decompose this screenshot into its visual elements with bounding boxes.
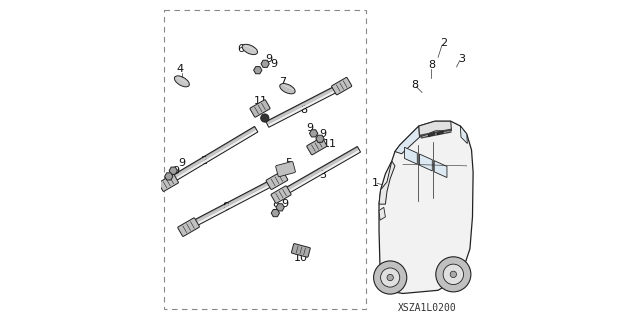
FancyBboxPatch shape xyxy=(159,174,179,191)
Text: 5: 5 xyxy=(285,158,292,168)
Circle shape xyxy=(436,257,471,292)
Text: 8: 8 xyxy=(222,202,230,212)
FancyBboxPatch shape xyxy=(268,87,342,126)
Text: 8: 8 xyxy=(301,105,308,115)
FancyBboxPatch shape xyxy=(188,179,276,226)
Circle shape xyxy=(381,268,400,287)
Polygon shape xyxy=(419,121,451,137)
FancyBboxPatch shape xyxy=(266,83,343,127)
FancyBboxPatch shape xyxy=(280,148,358,194)
Text: 3: 3 xyxy=(458,54,465,64)
Ellipse shape xyxy=(242,44,257,55)
Text: 10: 10 xyxy=(294,253,308,263)
Polygon shape xyxy=(420,154,432,171)
Text: 3: 3 xyxy=(319,170,326,180)
Ellipse shape xyxy=(174,76,189,87)
FancyBboxPatch shape xyxy=(166,126,258,185)
Polygon shape xyxy=(379,121,473,293)
Text: 6: 6 xyxy=(237,44,244,55)
Text: 2: 2 xyxy=(200,156,207,166)
FancyBboxPatch shape xyxy=(250,100,270,117)
Text: 9: 9 xyxy=(273,202,280,212)
Circle shape xyxy=(374,261,407,294)
Polygon shape xyxy=(404,147,417,164)
FancyBboxPatch shape xyxy=(278,146,360,197)
Text: 9: 9 xyxy=(306,123,314,133)
FancyBboxPatch shape xyxy=(276,161,296,177)
Text: 9: 9 xyxy=(178,158,185,168)
Polygon shape xyxy=(379,207,385,220)
FancyBboxPatch shape xyxy=(266,171,288,189)
Polygon shape xyxy=(310,130,318,137)
Circle shape xyxy=(450,271,456,278)
FancyBboxPatch shape xyxy=(307,137,327,155)
FancyBboxPatch shape xyxy=(189,181,278,228)
Polygon shape xyxy=(395,126,420,154)
Circle shape xyxy=(443,264,463,285)
Polygon shape xyxy=(316,135,324,142)
Text: 8: 8 xyxy=(412,79,419,90)
Text: 7: 7 xyxy=(279,77,286,87)
Polygon shape xyxy=(276,204,284,211)
FancyBboxPatch shape xyxy=(168,128,255,182)
Polygon shape xyxy=(434,161,447,178)
FancyBboxPatch shape xyxy=(168,130,257,184)
Text: XSZA1L0200: XSZA1L0200 xyxy=(397,303,456,313)
Polygon shape xyxy=(271,210,280,217)
Text: 11: 11 xyxy=(323,138,337,149)
Polygon shape xyxy=(261,60,269,67)
Text: 9: 9 xyxy=(282,198,289,209)
Circle shape xyxy=(260,114,269,122)
Text: 9: 9 xyxy=(319,129,327,139)
Polygon shape xyxy=(253,67,262,74)
FancyBboxPatch shape xyxy=(332,78,352,95)
Polygon shape xyxy=(379,161,395,204)
Text: 2: 2 xyxy=(440,38,447,48)
Text: 4: 4 xyxy=(177,63,184,74)
FancyBboxPatch shape xyxy=(281,150,360,197)
FancyBboxPatch shape xyxy=(187,177,278,229)
Ellipse shape xyxy=(280,84,295,94)
Text: 9: 9 xyxy=(172,166,179,176)
Polygon shape xyxy=(460,126,467,144)
FancyBboxPatch shape xyxy=(178,218,200,236)
Polygon shape xyxy=(164,173,173,180)
FancyBboxPatch shape xyxy=(291,244,310,257)
Text: 8: 8 xyxy=(428,60,435,70)
Text: 1: 1 xyxy=(371,178,378,189)
FancyBboxPatch shape xyxy=(271,186,291,203)
Text: 9: 9 xyxy=(266,54,273,64)
FancyBboxPatch shape xyxy=(267,85,341,124)
Text: 11: 11 xyxy=(254,96,268,107)
Text: 9: 9 xyxy=(271,59,278,70)
Circle shape xyxy=(387,274,394,281)
Polygon shape xyxy=(169,167,177,174)
